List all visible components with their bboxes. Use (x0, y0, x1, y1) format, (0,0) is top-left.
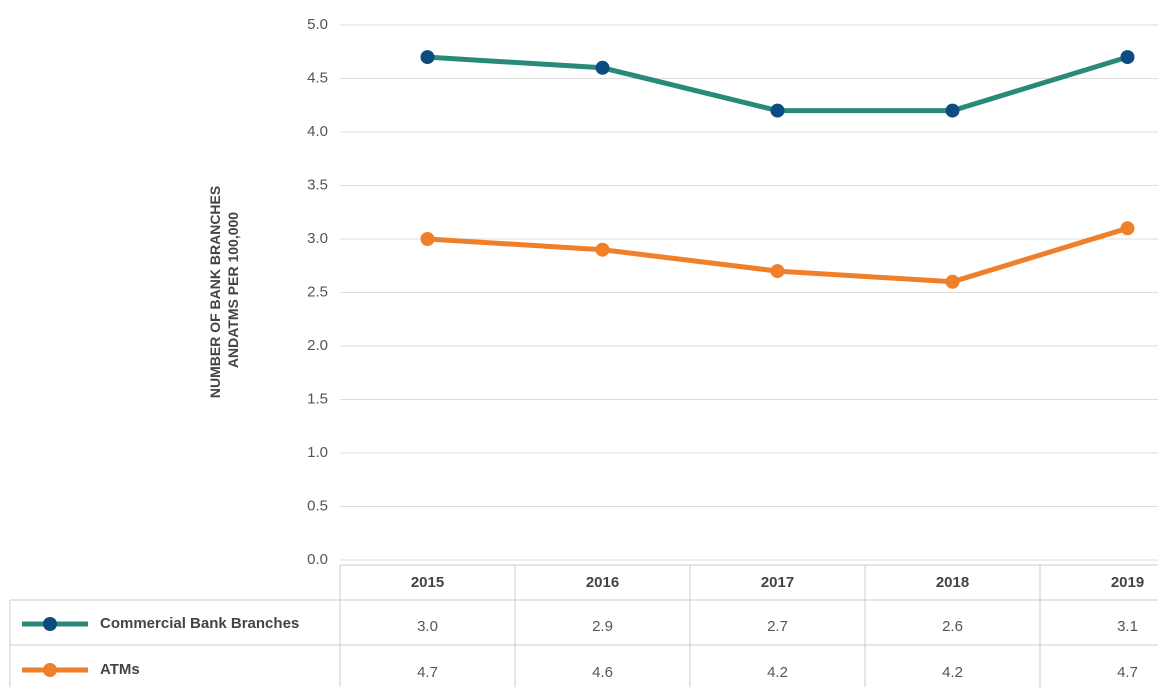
x-tick-label: 2018 (936, 574, 969, 591)
data-point (420, 50, 435, 65)
table-value: 4.7 (417, 664, 438, 681)
data-point (945, 103, 960, 118)
data-point (770, 264, 785, 279)
table-value: 4.7 (1117, 664, 1138, 681)
y-tick-label: 2.0 (307, 337, 328, 354)
data-point (595, 242, 610, 257)
x-tick-label: 2016 (586, 574, 619, 591)
x-tick-label: 2019 (1111, 574, 1144, 591)
y-tick-label: 4.5 (307, 69, 328, 86)
y-tick-label: 1.5 (307, 390, 328, 407)
table-value: 2.6 (942, 618, 963, 635)
y-tick-label: 0.5 (307, 497, 328, 514)
table-value: 2.7 (767, 618, 788, 635)
data-point (595, 60, 610, 75)
legend-label: ATMs (100, 661, 140, 678)
data-point (1120, 221, 1135, 236)
y-tick-label: 4.0 (307, 123, 328, 140)
data-point (770, 103, 785, 118)
data-point (1120, 50, 1135, 65)
x-tick-label: 2017 (761, 574, 794, 591)
legend-label: Commercial Bank Branches (100, 615, 299, 632)
legend-marker (43, 617, 57, 631)
y-axis-title: NUMBER OF BANK BRANCHES ANDATMS PER 100,… (207, 182, 241, 398)
table-value: 3.0 (417, 618, 438, 635)
data-point (945, 274, 960, 289)
y-axis-title-line: ANDATMS PER 100,000 (225, 212, 241, 368)
table-value: 4.2 (767, 664, 788, 681)
y-tick-label: 0.0 (307, 551, 328, 568)
table-value: 3.1 (1117, 618, 1138, 635)
x-tick-label: 2015 (411, 574, 444, 591)
y-tick-label: 3.5 (307, 176, 328, 193)
table-value: 2.9 (592, 618, 613, 635)
data-point (420, 232, 435, 246)
y-tick-label: 5.0 (307, 16, 328, 33)
table-value: 4.2 (942, 664, 963, 681)
y-axis-title-line: NUMBER OF BANK BRANCHES (207, 186, 223, 398)
legend-marker (43, 663, 57, 677)
y-tick-label: 3.0 (307, 230, 328, 247)
y-tick-label: 2.5 (307, 283, 328, 300)
table-value: 4.6 (592, 664, 613, 681)
series-line (427, 54, 1129, 114)
y-tick-label: 1.0 (307, 444, 328, 461)
